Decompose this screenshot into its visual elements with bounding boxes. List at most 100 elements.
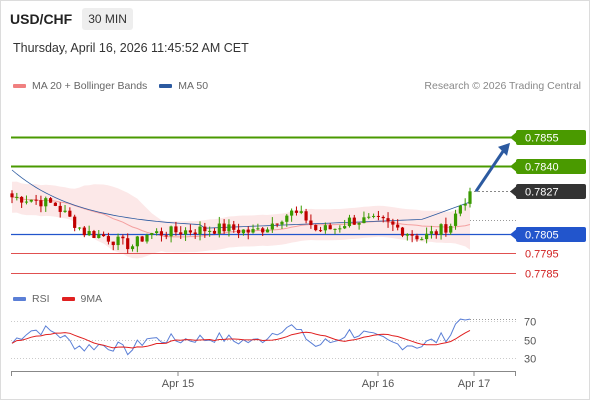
level-0-7805-tag (516, 227, 586, 242)
candle-body (155, 231, 159, 234)
candle-body (352, 217, 356, 225)
candle-body (328, 225, 332, 230)
candle-body (102, 234, 106, 237)
candle-body (111, 241, 115, 246)
candle-body (29, 199, 33, 202)
candle-body (97, 234, 101, 238)
candle-body (10, 193, 14, 198)
candle-body (232, 224, 236, 230)
candle-body (140, 236, 144, 242)
candle-body (270, 223, 274, 230)
legend-rsi-label: RSI (32, 293, 50, 305)
level-0-7840-label: 0.7840 (525, 162, 559, 174)
candle-body (275, 223, 279, 225)
candle-body (439, 224, 443, 235)
candle-body (63, 210, 67, 212)
level-0-7840-tag-pointer (510, 161, 516, 172)
candle-body (203, 226, 207, 232)
candle-body (429, 231, 434, 234)
candle-body (246, 229, 250, 233)
price-legend: MA 20 + Bollinger Bands MA 50 (13, 80, 220, 92)
candle-body (145, 234, 149, 242)
candle-body (48, 198, 53, 203)
timeframe-badge[interactable]: 30 MIN (82, 8, 133, 30)
candle-body (400, 227, 405, 236)
level-0-7855-tag (516, 130, 586, 145)
candle-body (458, 205, 462, 214)
level-0-7805-tag-pointer (510, 229, 516, 240)
candle-body (347, 217, 352, 227)
rsi-swatch (13, 297, 26, 301)
candle-body (39, 200, 43, 207)
candle-body (338, 228, 342, 230)
candle-body (415, 235, 419, 240)
candle-body (463, 203, 467, 206)
candle-body (15, 196, 19, 198)
candle-body (251, 229, 255, 233)
candle-body (381, 216, 385, 219)
candle-body (58, 205, 62, 212)
candle-body (77, 227, 82, 229)
candle-body (265, 229, 270, 233)
candle-body (444, 224, 448, 233)
x-tick-label: Apr 17 (458, 378, 490, 390)
candle-body (280, 221, 284, 225)
candle-body (87, 231, 91, 236)
candle-body (314, 225, 318, 231)
candle-body (116, 236, 120, 246)
rsi-tick-50: 50 (524, 336, 536, 348)
level-0-7827-tag-pointer (510, 186, 516, 197)
candle-body (169, 226, 173, 237)
legend-ma20-label: MA 20 + Bollinger Bands (32, 80, 148, 92)
candle-body (343, 226, 347, 229)
candle-body (159, 231, 164, 236)
candle-body (453, 213, 458, 226)
candle-body (294, 210, 299, 213)
level-0-7827-label: 0.7827 (525, 187, 559, 199)
projection-arrow-head (498, 142, 510, 156)
symbol-label: USD/CHF (10, 11, 73, 27)
candle-body (179, 232, 183, 235)
candle-body (362, 217, 366, 224)
level-0-7805-label: 0.7805 (525, 230, 559, 242)
candle-body (261, 228, 265, 233)
candle-body (290, 210, 294, 216)
candle-body (410, 234, 414, 236)
candle-body (53, 202, 57, 206)
candle-body (188, 230, 192, 233)
candle-body (304, 211, 308, 221)
candle-body (425, 233, 429, 240)
candle-body (318, 230, 323, 232)
candle-body (150, 233, 154, 235)
candle-body (386, 218, 390, 222)
candle-body (396, 224, 400, 228)
candle-body (357, 223, 361, 225)
candle-body (20, 196, 24, 203)
legend-9ma-label: 9MA (80, 293, 103, 305)
candle-body (323, 225, 327, 231)
candle-body (164, 235, 168, 237)
ma50-swatch (159, 84, 173, 88)
candle-body (68, 210, 72, 217)
candle-body (212, 230, 217, 234)
candle-body (24, 201, 29, 203)
candle-body (420, 239, 424, 241)
legend-rsi: RSI (13, 293, 50, 305)
candle-body (222, 223, 226, 232)
candle-body (468, 191, 472, 204)
candle-body (285, 215, 289, 222)
candle-body (376, 215, 380, 217)
candle-body (405, 234, 409, 236)
candle-body (227, 224, 231, 232)
candle-body (309, 220, 313, 226)
candle-body (174, 226, 178, 233)
ma20-swatch (13, 84, 26, 88)
candle-body (121, 236, 125, 239)
candle-body (130, 246, 135, 250)
rsi-legend: RSI 9MA (13, 293, 114, 305)
candle-body (92, 231, 96, 238)
rsi-tick-70: 70 (524, 317, 536, 329)
level-0-7827-tag (516, 184, 586, 199)
level-0-7795-label: 0.7795 (525, 249, 559, 261)
